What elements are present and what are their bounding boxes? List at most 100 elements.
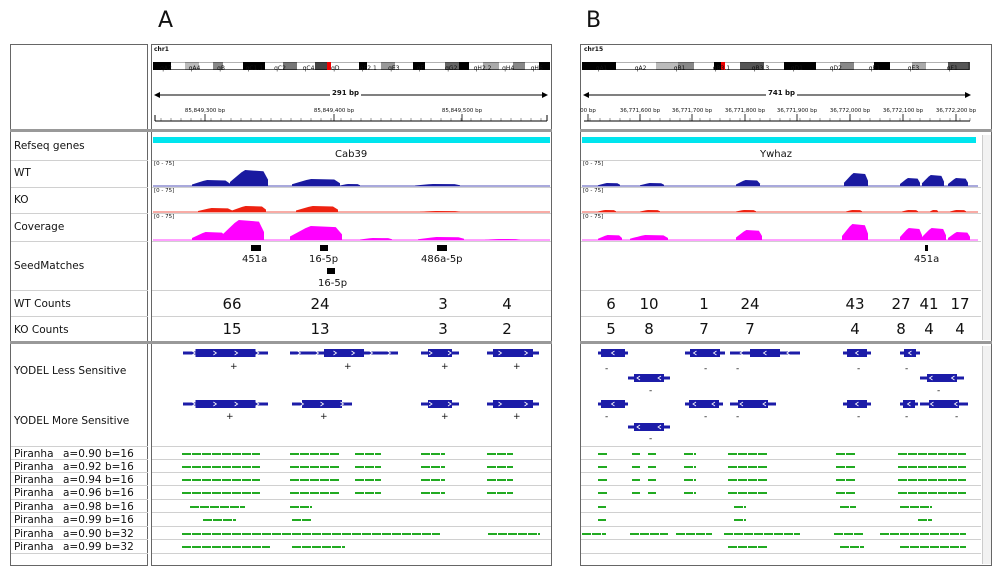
left-piranha-1-2 bbox=[355, 466, 381, 468]
right-band-7: qE1 bbox=[868, 65, 881, 72]
piranha-name-4: Piranha bbox=[14, 501, 54, 513]
right-piranha-2-3 bbox=[684, 479, 696, 481]
right-tick-3: 36,771,800 bp bbox=[724, 108, 766, 114]
right-piranha-1-1 bbox=[632, 466, 640, 468]
row-line-name-11 bbox=[11, 512, 148, 513]
row-line-left-5 bbox=[152, 316, 551, 317]
left-seed-box-3[interactable] bbox=[327, 268, 335, 274]
row-line-name-9 bbox=[11, 485, 148, 486]
right-piranha-7-1 bbox=[840, 546, 864, 548]
track-label-yodel-less: YODEL Less Sensitive bbox=[14, 365, 127, 377]
right-piranha-6-0 bbox=[582, 533, 606, 535]
right-yodel-less-6 bbox=[628, 374, 670, 382]
left-band-5: qC4 bbox=[302, 65, 315, 72]
left-coverage-peak-0 bbox=[192, 232, 226, 240]
left-piranha-3-3 bbox=[421, 492, 445, 494]
right-seed-box-0[interactable] bbox=[925, 245, 928, 251]
right-coverage-peak-0 bbox=[598, 235, 622, 240]
row-line-name-7 bbox=[11, 459, 148, 460]
left-wt-peak-4 bbox=[415, 184, 460, 186]
right-band-8: qE3 bbox=[907, 65, 920, 72]
right-piranha-3-6 bbox=[898, 492, 966, 494]
left-coverage-peak-5 bbox=[485, 239, 520, 240]
left-strand-less-2: + bbox=[441, 362, 449, 372]
piranha-name-7: Piranha bbox=[14, 541, 54, 553]
left-band-4: qC2 bbox=[274, 65, 286, 72]
row-line-name-5 bbox=[11, 316, 148, 317]
right-piranha-6-4 bbox=[834, 533, 863, 535]
right-piranha-4-3 bbox=[900, 506, 932, 508]
right-ko-peak-1 bbox=[640, 210, 660, 212]
row-line-left-0 bbox=[152, 160, 551, 161]
track-label-coverage: Coverage bbox=[14, 221, 65, 233]
left-wt-count-1: 24 bbox=[310, 295, 330, 313]
right-yodel-less-0 bbox=[598, 349, 628, 357]
row-line-name-12 bbox=[11, 526, 148, 527]
right-piranha-0-6 bbox=[898, 453, 966, 455]
left-seed-box-0[interactable] bbox=[251, 245, 261, 251]
right-wt-count-6: 41 bbox=[919, 295, 939, 313]
piranha-params-2: a=0.94 b=16 bbox=[63, 474, 134, 486]
right-strand-more-2: - bbox=[736, 412, 740, 422]
right-strand-less-3: - bbox=[857, 364, 861, 374]
right-strand-more-0: - bbox=[605, 412, 609, 422]
piranha-name-1: Piranha bbox=[14, 461, 54, 473]
row-line-name-14 bbox=[11, 553, 148, 554]
row-line-left-7 bbox=[152, 459, 551, 460]
right-gene-name: Ywhaz bbox=[760, 149, 793, 160]
right-tick-7: 36,772,200 bp bbox=[935, 108, 977, 114]
right-wt-peak-3 bbox=[844, 173, 868, 186]
row-line-left-4 bbox=[152, 290, 551, 291]
right-piranha-2-6 bbox=[898, 479, 966, 481]
right-tick-4: 36,771,900 bp bbox=[776, 108, 818, 114]
right-piranha-0-4 bbox=[728, 453, 767, 455]
left-seed-label-0: 451a bbox=[242, 254, 268, 265]
right-wt-count-3: 24 bbox=[740, 295, 760, 313]
right-piranha-0-0 bbox=[598, 453, 607, 455]
left-refseq-gene-bar[interactable] bbox=[153, 137, 550, 143]
left-tick-1: 85,849,400 bp bbox=[313, 108, 355, 114]
right-coverage-peak-6 bbox=[948, 232, 970, 240]
row-line-right-13 bbox=[581, 539, 981, 540]
row-line-right-10 bbox=[581, 499, 981, 500]
left-seed-box-1[interactable] bbox=[320, 245, 328, 251]
left-range-label-1: [0 - 75] bbox=[154, 188, 175, 194]
left-ideogram-svg bbox=[152, 61, 550, 71]
left-yodel-more-2 bbox=[421, 400, 459, 408]
right-wt-peak-2 bbox=[736, 180, 760, 186]
row-line-right-0 bbox=[581, 160, 981, 161]
right-band-3: qB3.1 bbox=[712, 65, 731, 72]
left-chrom-label: chr1 bbox=[154, 46, 169, 53]
right-ko-count-1: 8 bbox=[644, 320, 654, 338]
upper-scrollbar[interactable] bbox=[982, 135, 991, 340]
left-strand-more-3: + bbox=[513, 412, 521, 422]
row-line-right-5 bbox=[581, 316, 981, 317]
left-tick-2: 85,849,500 bp bbox=[441, 108, 483, 114]
right-ko-peak-4 bbox=[902, 210, 918, 212]
right-band-2: qB1 bbox=[673, 65, 686, 72]
left-strand-more-2: + bbox=[441, 412, 449, 422]
right-tick-0: 00 bp bbox=[580, 108, 596, 114]
right-strand-less-5: - bbox=[649, 386, 653, 396]
row-line-left-8 bbox=[152, 472, 551, 473]
right-ko-peak-6 bbox=[950, 210, 966, 212]
piranha-params-6: a=0.90 b=32 bbox=[63, 528, 134, 540]
left-band-9: qF bbox=[416, 65, 424, 72]
right-piranha-6-5 bbox=[880, 533, 966, 535]
row-line-name-2 bbox=[11, 213, 148, 214]
left-strand-more-1: + bbox=[320, 412, 328, 422]
piranha-params-3: a=0.96 b=16 bbox=[63, 487, 134, 499]
row-line-left-6 bbox=[152, 446, 551, 447]
left-seed-box-2[interactable] bbox=[437, 245, 447, 251]
left-piranha-7-0 bbox=[182, 546, 270, 548]
track-label-wt: WT bbox=[14, 167, 31, 179]
right-piranha-1-5 bbox=[836, 466, 855, 468]
left-piranha-5-1 bbox=[292, 519, 311, 521]
right-piranha-1-2 bbox=[648, 466, 656, 468]
left-wt-peak-3 bbox=[340, 184, 360, 186]
right-piranha-2-0 bbox=[598, 479, 607, 481]
piranha-name-3: Piranha bbox=[14, 487, 54, 499]
left-range-label-2: [0 - 75] bbox=[154, 214, 175, 220]
right-refseq-gene-bar[interactable] bbox=[582, 137, 976, 143]
lower-scrollbar[interactable] bbox=[982, 346, 991, 564]
